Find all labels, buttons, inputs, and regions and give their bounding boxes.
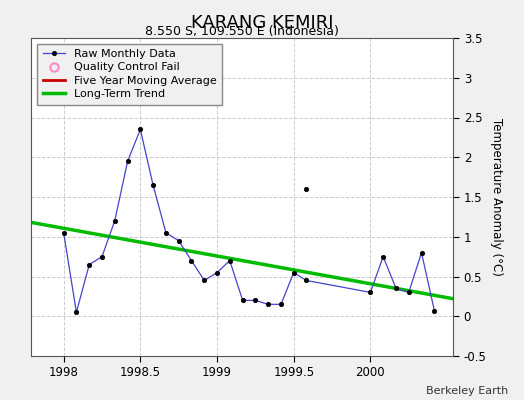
Raw Monthly Data [125,159,131,164]
Line: Raw Monthly Data: Raw Monthly Data [61,127,436,314]
Raw Monthly Data [99,254,105,259]
Raw Monthly Data [291,270,297,275]
Text: Berkeley Earth: Berkeley Earth [426,386,508,396]
Raw Monthly Data [278,302,284,307]
Raw Monthly Data [239,298,246,303]
Raw Monthly Data [303,278,310,283]
Raw Monthly Data [176,238,182,243]
Raw Monthly Data [201,278,208,283]
Raw Monthly Data [73,310,80,315]
Raw Monthly Data [393,286,399,291]
Raw Monthly Data [226,258,233,263]
Raw Monthly Data [112,218,118,223]
Raw Monthly Data [188,258,194,263]
Raw Monthly Data [214,270,220,275]
Raw Monthly Data [380,254,386,259]
Raw Monthly Data [367,290,374,295]
Legend: Raw Monthly Data, Quality Control Fail, Five Year Moving Average, Long-Term Tren: Raw Monthly Data, Quality Control Fail, … [37,44,222,105]
Raw Monthly Data [431,308,438,313]
Raw Monthly Data [137,127,144,132]
Raw Monthly Data [265,302,271,307]
Raw Monthly Data [60,230,67,235]
Title: 8.550 S, 109.550 E (Indonesia): 8.550 S, 109.550 E (Indonesia) [146,25,339,38]
Raw Monthly Data [163,230,169,235]
Raw Monthly Data [86,262,92,267]
Raw Monthly Data [150,183,156,188]
Y-axis label: Temperature Anomaly (°C): Temperature Anomaly (°C) [490,118,503,276]
Raw Monthly Data [418,250,424,255]
Text: KARANG KEMIRI: KARANG KEMIRI [191,14,333,32]
Raw Monthly Data [252,298,258,303]
Raw Monthly Data [406,290,412,295]
